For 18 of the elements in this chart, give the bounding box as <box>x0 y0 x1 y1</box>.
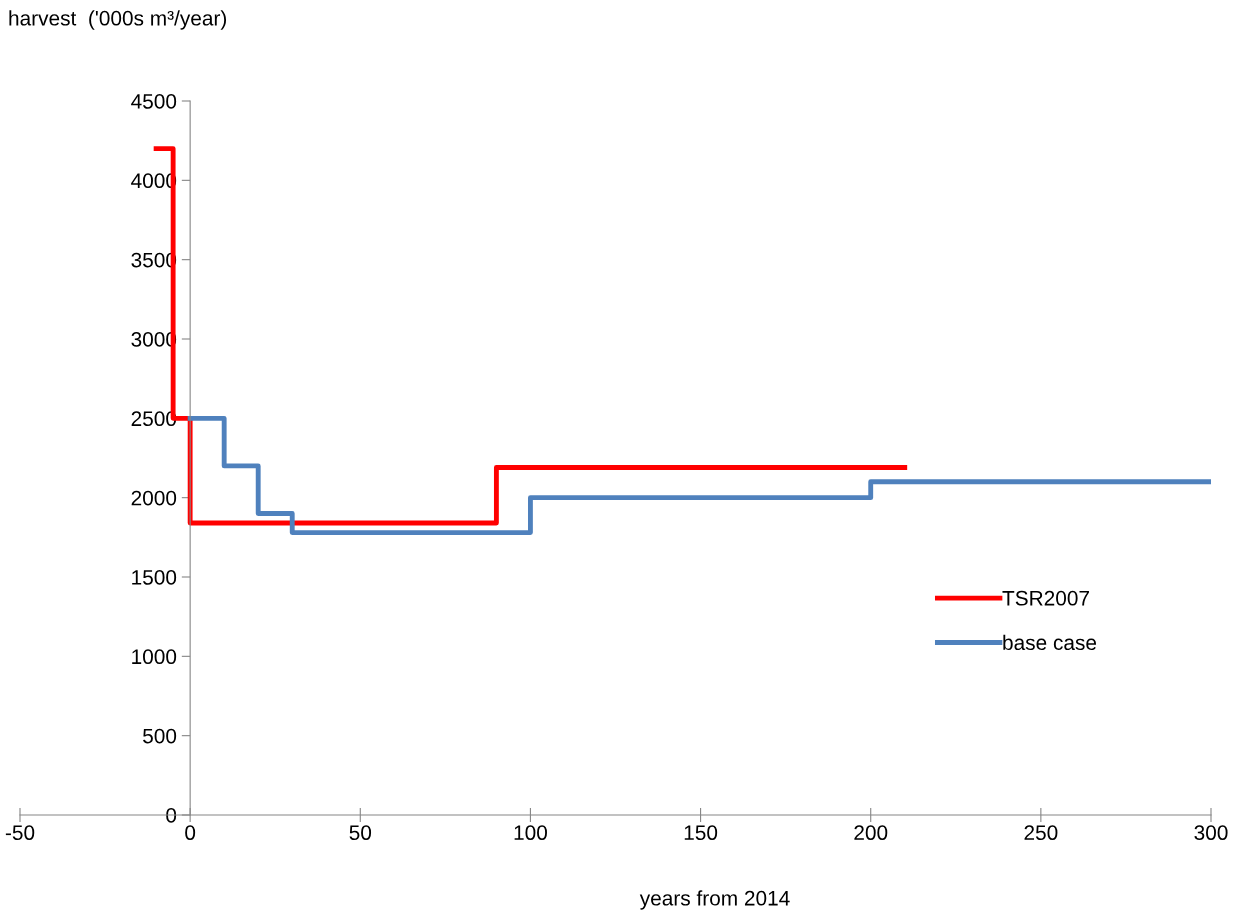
y-axis-title: harvest ('000s m³/year) <box>9 10 227 30</box>
x-tick-label: 200 <box>854 825 888 841</box>
x-axis-title: years from 2014 <box>639 890 790 910</box>
x-tick-label: 250 <box>1024 825 1058 841</box>
legend-label: TSR2007 <box>1002 590 1089 606</box>
x-tick-label: -50 <box>5 825 35 841</box>
y-tick-label: 1500 <box>132 570 177 585</box>
y-tick-label: 0 <box>166 808 177 823</box>
legend-label: base case <box>1003 634 1097 651</box>
x-tick-label: 150 <box>684 825 718 841</box>
y-tick-label: 1000 <box>132 649 177 665</box>
x-tick-label: 50 <box>349 825 372 841</box>
y-tick-label: 4500 <box>131 94 177 109</box>
x-tick-label: 300 <box>1194 825 1228 841</box>
x-tick-label: 100 <box>514 825 547 841</box>
x-tick-label: 0 <box>185 825 196 841</box>
y-tick-label: 500 <box>143 728 177 744</box>
y-tick-label: 2000 <box>131 490 177 506</box>
